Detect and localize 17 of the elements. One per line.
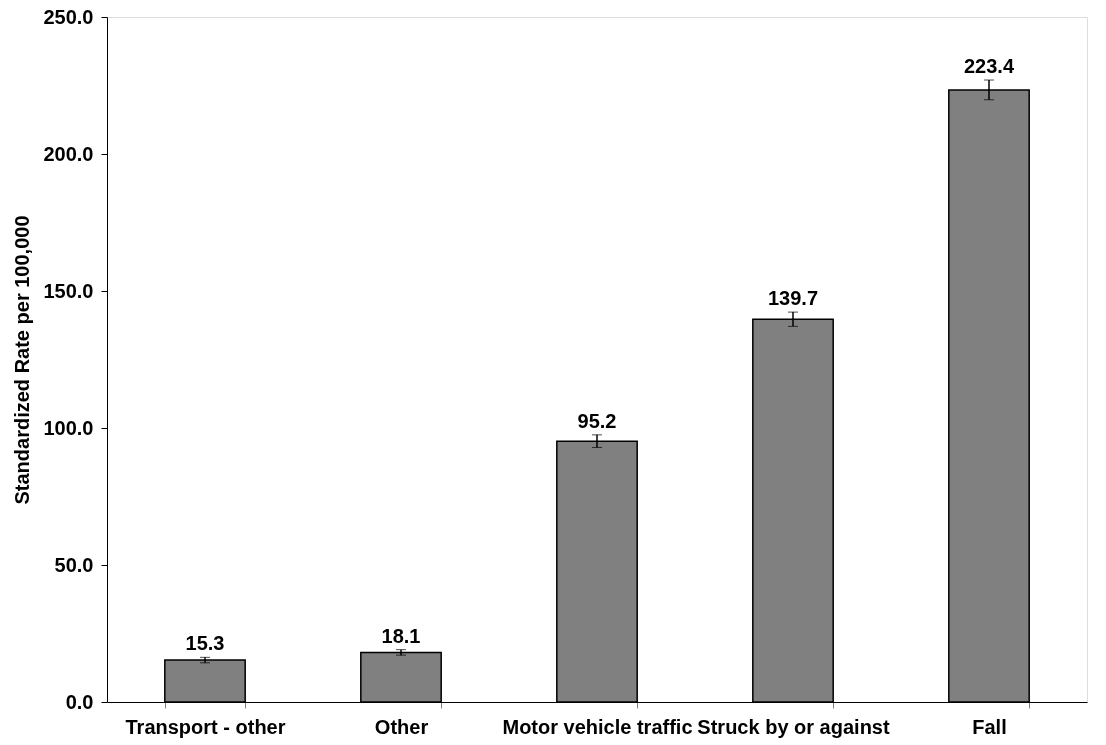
data-label: 223.4 xyxy=(963,55,1015,78)
x-tick-label: Transport - other xyxy=(125,715,286,738)
data-label: 95.2 xyxy=(577,409,617,432)
y-tick-label: 100.0 xyxy=(43,416,94,439)
y-tick-label: 250.0 xyxy=(43,5,94,28)
data-label: 15.3 xyxy=(185,632,225,655)
y-tick-label: 50.0 xyxy=(54,553,94,576)
y-tick-label: 0.0 xyxy=(65,690,94,713)
y-tick-label: 150.0 xyxy=(43,279,94,302)
x-tick-label: Struck by or against xyxy=(697,715,890,738)
y-tick-label: 200.0 xyxy=(43,142,94,165)
y-axis-title: Standardized Rate per 100,000 xyxy=(11,215,34,505)
x-tick-label: Motor vehicle traffic xyxy=(502,715,693,738)
x-tick-label: Other xyxy=(374,715,429,738)
x-tick-label: Fall xyxy=(972,715,1007,738)
data-label: 139.7 xyxy=(767,287,819,310)
data-label: 18.1 xyxy=(381,624,421,647)
